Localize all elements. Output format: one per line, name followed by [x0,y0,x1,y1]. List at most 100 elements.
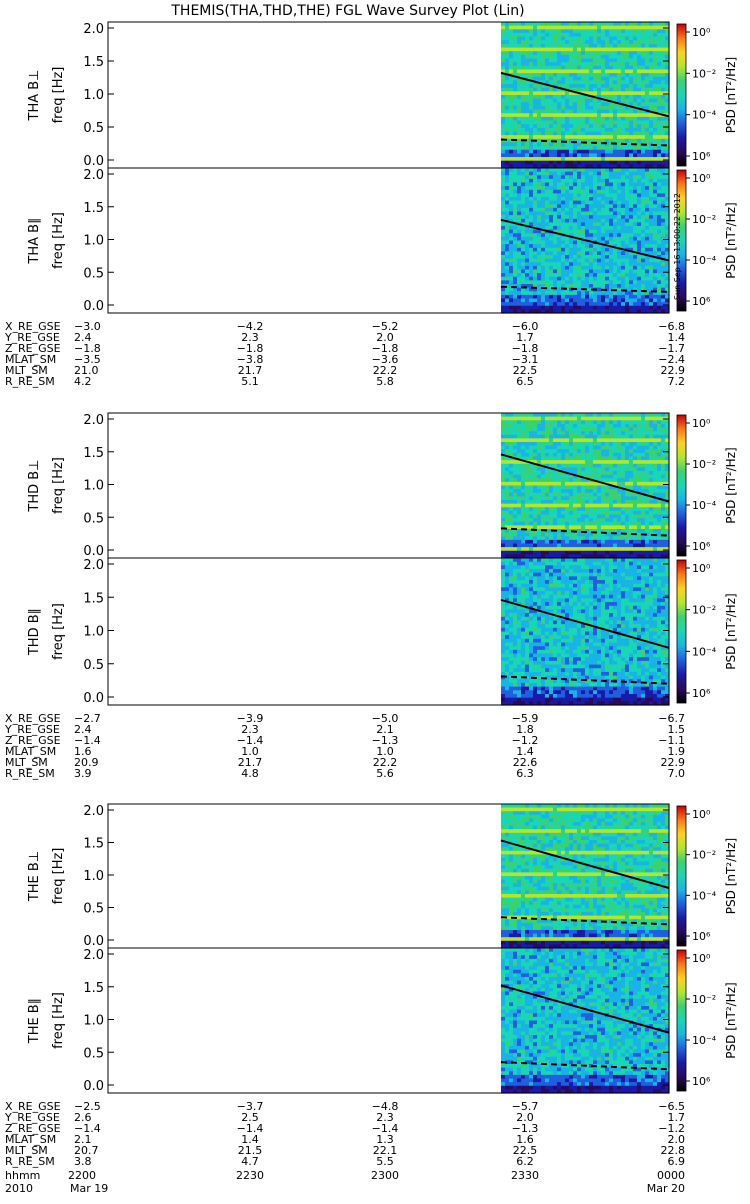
spectrogram-cell [509,295,514,299]
spectrogram-cell [525,302,530,306]
spectrogram-cell [521,417,526,421]
spectrogram-cell [533,197,538,201]
spectrogram-cell [589,504,594,508]
spectrogram-cell [517,544,522,548]
spectrogram-cell [653,299,658,303]
spectrogram-cell [533,69,538,73]
spectrogram-cell [553,511,558,515]
spectrogram-cell [533,132,538,136]
spectrogram-cell [521,237,526,241]
spectrogram-cell [525,22,530,26]
spectrogram-cell [513,117,518,121]
spectrogram-cell [629,179,634,183]
spectrogram-cell [509,478,514,482]
spectrogram-cell [569,489,574,493]
spectrogram-cell [661,117,666,121]
spectrogram-cell [617,88,622,92]
spectrogram-cell [593,121,598,125]
spectrogram-cell [525,186,530,190]
spectrogram-cell [553,222,558,226]
spectrogram-cell [605,212,610,216]
spectrogram-cell [581,226,586,230]
spectrogram-cell [617,500,622,504]
spectrogram-cell [613,435,618,439]
spectrogram-cell [657,233,662,237]
spectrogram-cell [629,73,634,77]
spectrogram-cell [533,29,538,33]
spectrogram-cell [581,106,586,110]
spectrogram-cell [525,55,530,59]
spectrogram-cell [613,518,618,522]
spectrogram-cell [625,175,630,179]
spectrogram-cell [625,464,630,468]
spectrogram-cell [629,230,634,234]
spectrogram-cell [593,128,598,132]
spectrogram-cell [533,417,538,421]
spectrogram-cell [509,91,514,95]
spectrogram-cell [525,95,530,99]
spectrogram-cell [633,175,638,179]
spectrogram-cell [653,212,658,216]
spectrogram-cell [505,544,510,548]
spectrogram-cell [501,442,506,446]
spectrogram-cell [645,551,650,555]
spectrogram-cell [609,489,614,493]
spectrogram-cell [645,420,650,424]
spectrogram-cell [633,507,638,511]
spectrogram-cell [561,273,566,277]
spectrogram-cell [621,435,626,439]
spectrogram-cell [637,457,642,461]
spectrogram-cell [633,29,638,33]
spectrogram-cell [513,431,518,435]
spectrogram-cell [553,500,558,504]
spectrogram-cell [653,431,658,435]
spectrogram-cell [641,273,646,277]
spectrogram-cell [589,540,594,544]
spectrogram-cell [625,259,630,263]
spectrogram-cell [577,215,582,219]
spectrogram-cell [593,153,598,157]
spectrogram-cell [645,190,650,194]
spectrogram-cell [629,442,634,446]
spectrogram-cell [537,153,542,157]
spectrogram-cell [573,150,578,154]
spectrogram-cell [553,66,558,70]
spectrogram-cell [505,226,510,230]
spectrogram-cell [633,222,638,226]
spectrogram-cell [657,66,662,70]
spectrogram-cell [533,230,538,234]
spectrogram-cell [637,161,642,165]
spectrogram-cell [661,69,666,73]
spectrogram-cell [645,529,650,533]
spectrogram-cell [613,80,618,84]
spectrogram-cell [537,208,542,212]
spectrogram-cell [605,190,610,194]
spectrogram-cell [649,172,654,176]
spectrogram-cell [525,230,530,234]
spectrogram-cell [609,262,614,266]
spectrogram-cell [653,204,658,208]
spectrogram-cell [525,237,530,241]
spectrogram-cell [561,219,566,223]
spectrogram-cell [589,212,594,216]
spectrogram-cell [505,273,510,277]
spectrogram-cell [589,244,594,248]
spectrogram-cell [645,219,650,223]
spectrogram-cell [513,504,518,508]
spectrogram-cell [613,73,618,77]
spectrogram-cell [509,471,514,475]
spectrogram-cell [637,212,642,216]
spectrogram-cell [585,435,590,439]
spectrogram-cell [649,212,654,216]
spectrogram-cell [625,197,630,201]
spectrogram-cell [525,262,530,266]
spectrogram-cell [557,146,562,150]
spectrogram-cell [633,435,638,439]
spectrogram-cell [553,197,558,201]
spectrogram-cell [605,428,610,432]
spectrogram-cell [645,259,650,263]
spectrogram-cell [569,478,574,482]
spectrogram-cell [593,88,598,92]
spectrogram-cell [529,536,534,540]
spectrogram-cell [597,248,602,252]
